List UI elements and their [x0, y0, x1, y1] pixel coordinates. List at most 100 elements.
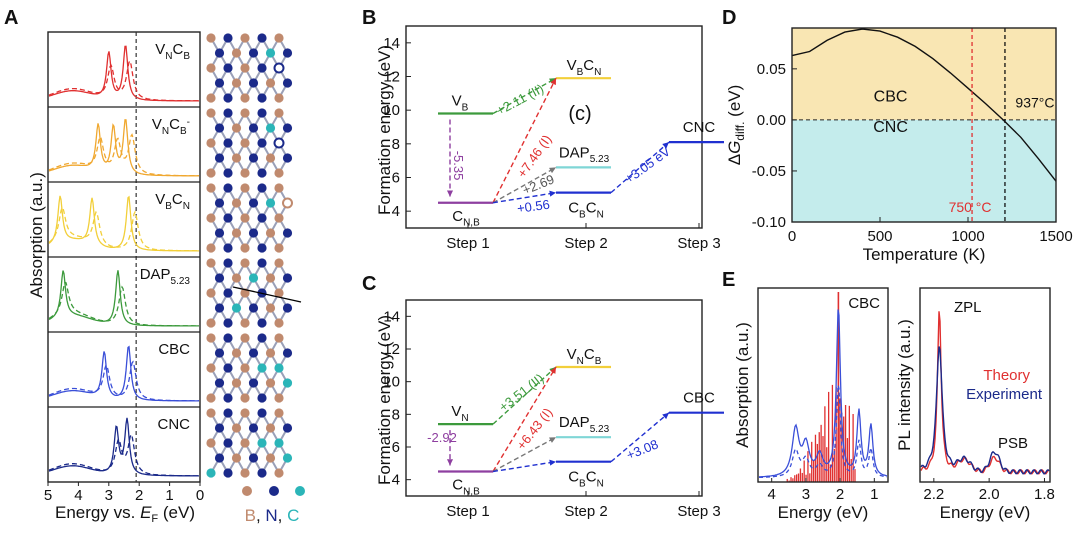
- level-label-VNCB-sub: B: [595, 356, 602, 367]
- atom: [257, 213, 267, 223]
- atom: [265, 153, 276, 163]
- panel-e-left-ylabel: Absorption (a.u.): [733, 322, 752, 448]
- atom: [248, 273, 259, 283]
- atom: [206, 243, 216, 253]
- atom: [274, 333, 284, 343]
- atom: [214, 273, 225, 283]
- atom: [214, 228, 225, 238]
- ylabel-unit: (eV): [725, 85, 744, 122]
- row-label-CNC: CNC: [158, 416, 191, 433]
- row-label-VNCB-sub: B: [183, 51, 190, 62]
- panel-d-ylabel: ΔGdiff. (eV): [725, 85, 747, 166]
- atom: [274, 258, 284, 268]
- panel-e-right-ylabel: PL intensity (a.u.): [895, 319, 914, 451]
- atom: [223, 318, 233, 328]
- atom: [223, 408, 233, 418]
- atom: [248, 48, 259, 58]
- y-tick-label: 4: [392, 203, 400, 220]
- atom: [223, 33, 233, 43]
- x-tick-label: 0: [788, 228, 796, 245]
- atom: [240, 408, 250, 418]
- y-tick-label: 10: [383, 374, 400, 391]
- level-label-CBC: CBC: [683, 390, 715, 407]
- atom: [248, 228, 259, 238]
- spectrum-dashed-VBCN: [48, 206, 199, 252]
- y-tick-label: 0.00: [757, 112, 786, 129]
- level-label-VNCB-main: V: [567, 346, 577, 363]
- atom: [274, 438, 284, 448]
- xlabel-unit: (eV): [158, 503, 195, 522]
- transition-arrowhead: [549, 190, 556, 197]
- atom: [265, 348, 276, 358]
- atom: [274, 213, 284, 223]
- legend-atom-B: [242, 486, 252, 496]
- x-tick-label: 2: [135, 487, 143, 504]
- atom: [282, 453, 293, 463]
- atom: [274, 408, 284, 418]
- x-tick-label: Step 2: [564, 503, 607, 520]
- atom: [223, 333, 233, 343]
- atom: [257, 93, 267, 103]
- y-tick-label: 8: [392, 406, 400, 423]
- x-tick-label: Step 1: [446, 235, 489, 252]
- transition-arrowhead: [662, 412, 669, 420]
- panel-d-frame: [791, 27, 1057, 223]
- atom: [223, 438, 233, 448]
- x-tick-label: 3: [105, 487, 113, 504]
- structure-VNCB-: [206, 108, 293, 178]
- transition-arrow: [492, 461, 557, 473]
- atom: [214, 198, 225, 208]
- level-label-DAP5.23-sub: 5.23: [590, 424, 610, 435]
- atom: [223, 168, 233, 178]
- level-label-VN: VN: [451, 403, 468, 424]
- atom: [223, 108, 233, 118]
- row-label-VNCB--main: C: [169, 116, 180, 133]
- atom: [206, 108, 216, 118]
- transition-label: +0.56: [516, 197, 551, 216]
- atom: [240, 138, 250, 148]
- level-label-DAP5.23: DAP5.23: [559, 414, 610, 435]
- legend-label-B: B: [245, 506, 256, 525]
- row-label-VNCB-main: V: [155, 41, 165, 58]
- panel-c-ylabel: Formation energy (eV): [375, 315, 394, 485]
- level-label-CN,B: CN,B: [452, 477, 480, 498]
- panel-a-structures: [206, 33, 302, 478]
- atom: [248, 423, 259, 433]
- x-tick-label: 4: [768, 486, 776, 503]
- xlabel-e: E: [140, 503, 152, 522]
- legend-atom-C: [295, 486, 305, 496]
- atom: [274, 363, 284, 373]
- panel-e-absorption: 4 3 2 1 CBC Energy (eV) Absorption (a.u.): [733, 287, 889, 522]
- panel-e-right-frame: [919, 287, 1051, 483]
- atom: [257, 183, 267, 193]
- row-label-VNCB--sub: B: [180, 126, 187, 137]
- panel-c-label: C: [362, 273, 376, 295]
- level-label-CN,B-main: C: [452, 477, 463, 494]
- level-label-CN,B: CN,B: [452, 208, 480, 229]
- atom: [206, 33, 216, 43]
- level-label-DAP5.23-main: DAP: [559, 144, 590, 161]
- spectrum-dashed-CNC: [48, 433, 199, 477]
- row-label-VNCB--main: V: [152, 116, 162, 133]
- row-label-VBCN: VBCN: [155, 191, 190, 212]
- row-label-DAP5.23: DAP5.23: [140, 266, 191, 287]
- transition-arrow: [610, 412, 670, 463]
- panel-b-ylabel: Formation energy (eV): [375, 45, 394, 215]
- vline-label-750c: 750 °C: [949, 199, 992, 215]
- atom: [206, 168, 216, 178]
- atom: [282, 78, 293, 88]
- atom: [265, 378, 276, 388]
- level-label-DAP5.23-main: DAP: [559, 414, 590, 431]
- atom: [206, 438, 216, 448]
- panel-a-ylabel: Absorption (a.u.): [27, 172, 46, 298]
- row-label-VBCN-main: V: [155, 191, 165, 208]
- atom: [282, 348, 293, 358]
- transition-arrowhead: [662, 142, 669, 149]
- atom: [223, 138, 233, 148]
- row-label-CBC-main: CBC: [158, 341, 190, 358]
- atom: [265, 423, 276, 433]
- atom: [240, 168, 250, 178]
- row-label-VNCB-: VNCB-: [152, 116, 190, 137]
